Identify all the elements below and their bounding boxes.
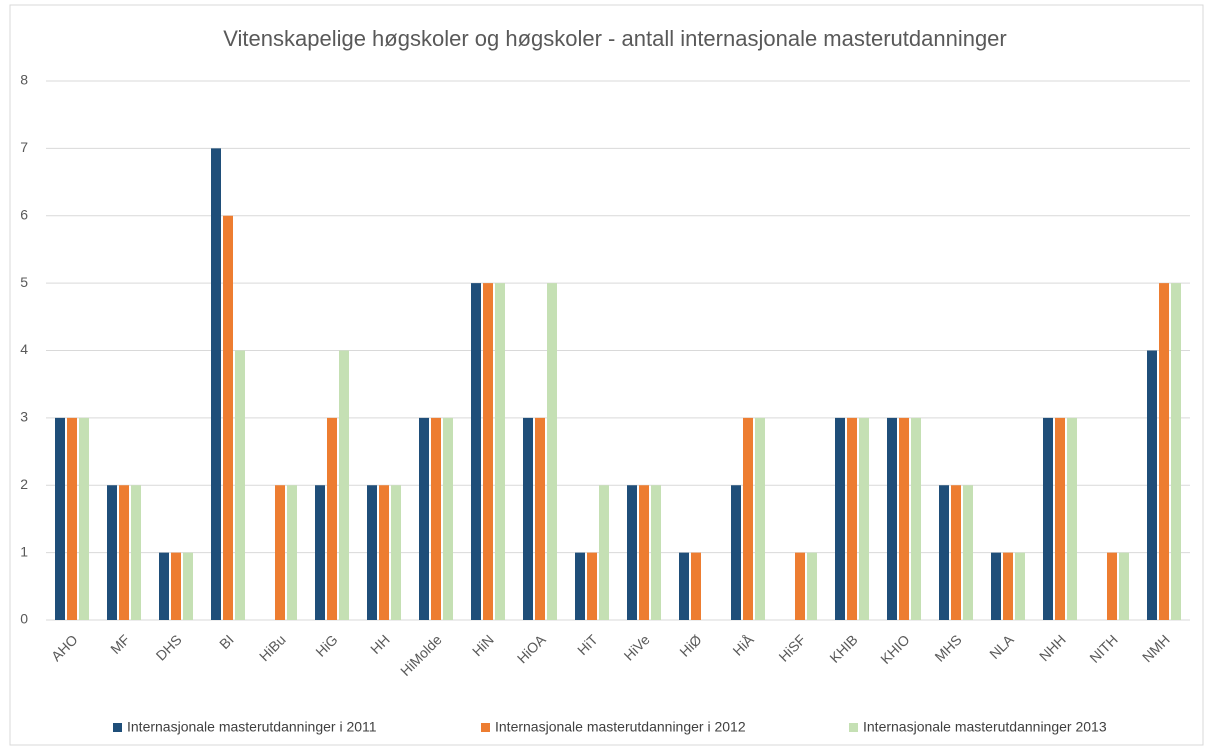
bar	[731, 485, 741, 620]
bar	[431, 417, 441, 620]
bar	[911, 417, 921, 620]
y-tick-label: 1	[20, 543, 28, 559]
bar	[795, 552, 805, 620]
bar	[1159, 283, 1169, 620]
y-tick-label: 0	[20, 611, 28, 627]
bar	[419, 417, 429, 620]
bar	[471, 283, 481, 620]
bar	[899, 417, 909, 620]
legend-swatch	[481, 723, 490, 732]
bar	[755, 417, 765, 620]
chart-frame	[9, 4, 1204, 746]
bar	[651, 485, 661, 620]
bar	[847, 417, 857, 620]
y-tick-label: 5	[20, 274, 28, 290]
bar	[67, 417, 77, 620]
legend-label: Internasjonale masterutdanninger i 2012	[495, 719, 746, 735]
bar	[107, 485, 117, 620]
bar	[339, 350, 349, 620]
bar	[367, 485, 377, 620]
bar	[171, 552, 181, 620]
bar	[743, 417, 753, 620]
y-tick-label: 3	[20, 409, 28, 425]
y-tick-label: 2	[20, 476, 28, 492]
bar	[1055, 417, 1065, 620]
legend-swatch	[113, 723, 122, 732]
legend-label: Internasjonale masterutdanninger i 2011	[127, 719, 377, 735]
bar	[443, 417, 453, 620]
bar	[991, 552, 1001, 620]
bar	[119, 485, 129, 620]
bar	[131, 485, 141, 620]
y-tick-label: 6	[20, 206, 28, 222]
bar	[183, 552, 193, 620]
bar	[627, 485, 637, 620]
y-tick-label: 4	[20, 341, 28, 357]
y-tick-label: 7	[20, 139, 28, 155]
bar	[963, 485, 973, 620]
bar	[807, 552, 817, 620]
bar	[287, 485, 297, 620]
bar	[315, 485, 325, 620]
bar	[1119, 552, 1129, 620]
bar	[275, 485, 285, 620]
bar	[859, 417, 869, 620]
bar	[159, 552, 169, 620]
bar	[1067, 417, 1077, 620]
bar	[679, 552, 689, 620]
y-tick-label: 8	[20, 72, 28, 88]
bar	[691, 552, 701, 620]
bar	[1107, 552, 1117, 620]
bar	[1171, 283, 1181, 620]
bar	[235, 350, 245, 620]
bar	[1003, 552, 1013, 620]
bar	[483, 283, 493, 620]
bar	[575, 552, 585, 620]
bar	[211, 148, 221, 620]
bar	[587, 552, 597, 620]
bar	[391, 485, 401, 620]
bar	[79, 417, 89, 620]
bar	[547, 283, 557, 620]
bar	[379, 485, 389, 620]
bar	[1147, 350, 1157, 620]
chart-title: Vitenskapelige høgskoler og høgskoler - …	[223, 26, 1007, 51]
bar	[535, 417, 545, 620]
bar	[223, 215, 233, 620]
bar	[951, 485, 961, 620]
bar	[495, 283, 505, 620]
bar	[523, 417, 533, 620]
bar	[1043, 417, 1053, 620]
bar	[327, 417, 337, 620]
bar	[887, 417, 897, 620]
bar	[835, 417, 845, 620]
bar	[639, 485, 649, 620]
legend-label: Internasjonale masterutdanninger 2013	[863, 719, 1107, 735]
bar	[55, 417, 65, 620]
bar	[599, 485, 609, 620]
legend-swatch	[849, 723, 858, 732]
bar	[939, 485, 949, 620]
bar	[1015, 552, 1025, 620]
